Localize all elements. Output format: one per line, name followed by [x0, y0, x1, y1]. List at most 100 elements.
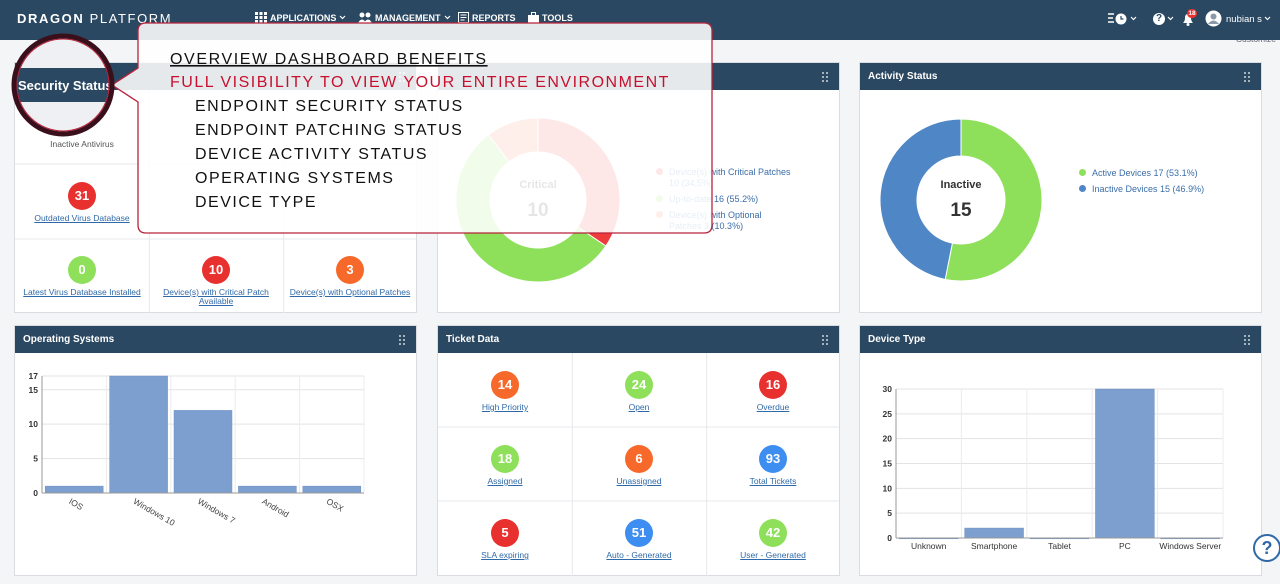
- widget-link[interactable]: Auto - Generated: [606, 550, 672, 560]
- handle-dot: [822, 72, 824, 74]
- widget-link[interactable]: Open: [628, 402, 650, 412]
- widget-link[interactable]: SLA expiring: [481, 550, 529, 560]
- legend: Active Devices 17 (53.1%) Inactive Device…: [1079, 168, 1239, 200]
- panel-title: Device Type: [868, 334, 926, 345]
- widget-link[interactable]: Assigned: [487, 476, 523, 486]
- handle-dot: [1244, 76, 1246, 78]
- handle-dot: [1248, 339, 1250, 341]
- handle-dot: [399, 343, 401, 345]
- handle-dot: [822, 343, 824, 345]
- widget-link[interactable]: User - Generated: [740, 550, 806, 560]
- handle-dot: [1248, 72, 1250, 74]
- drag-handle: [822, 72, 828, 82]
- widget-link[interactable]: Latest Virus Database Installed: [23, 287, 141, 297]
- y-tick-label: 10: [29, 419, 39, 429]
- handle-dot: [403, 339, 405, 341]
- legend-item: Up-to-date 16 (55.2%): [656, 194, 791, 205]
- help-button[interactable]: ?: [1253, 534, 1280, 562]
- count-badge: 93: [759, 445, 787, 473]
- count-badge: 3: [336, 256, 364, 284]
- legend-name: Device(s) with Critical Patches: [669, 167, 791, 177]
- donut-center-value: 15: [950, 200, 972, 221]
- handle-dot: [822, 335, 824, 337]
- donut-slice: [944, 118, 1043, 282]
- panel: Security Status Inactive Antivirus 31 Outda…: [14, 62, 417, 313]
- legend-value: 3 (10.3%): [704, 221, 744, 231]
- count-badge: 14: [491, 371, 519, 399]
- legend: Device(s) with Critical Patches 10 (34.5…: [656, 167, 791, 237]
- count-badge: 5: [491, 519, 519, 547]
- handle-dot: [403, 80, 405, 82]
- legend-dot: [1079, 169, 1086, 176]
- y-tick-label: 0: [33, 488, 38, 498]
- bar: [1095, 388, 1155, 539]
- donut-center-label: Critical: [519, 179, 556, 191]
- widget-link[interactable]: Device(s) with Critical Patch Available: [163, 287, 269, 306]
- handle-dot: [826, 335, 828, 337]
- y-tick-label: 15: [883, 459, 893, 469]
- panel-header: Device Type: [860, 326, 1261, 353]
- y-tick-label: 30: [883, 384, 893, 394]
- bar: [964, 527, 1024, 539]
- panel-header: [438, 63, 839, 90]
- count-badge: 31: [68, 182, 96, 210]
- widget-link[interactable]: Device(s) with Optional Patches: [289, 287, 411, 297]
- x-tick-label: Tablet: [1048, 541, 1071, 551]
- panel: Ticket Data 14 High Priority 24 Open 16 Overdu…: [437, 325, 840, 576]
- handle-dot: [399, 80, 401, 82]
- widget-link[interactable]: Total Tickets: [749, 476, 797, 486]
- handle-dot: [1248, 76, 1250, 78]
- tools-icon: [528, 12, 539, 23]
- handle-dot: [1244, 72, 1246, 74]
- x-tick-label: Unknown: [911, 541, 947, 551]
- brand-bold: DRAGON: [17, 11, 85, 26]
- x-tick-label: Windows Server: [1159, 541, 1221, 551]
- y-tick-label: 20: [883, 434, 893, 444]
- widget-link[interactable]: Unassigned: [616, 476, 662, 486]
- people-icon: [358, 12, 372, 23]
- handle-dot: [403, 335, 405, 337]
- handle-dot: [826, 72, 828, 74]
- legend-item: Device(s) with Critical Patches 10 (34.5…: [656, 167, 791, 189]
- avatar[interactable]: [1205, 10, 1222, 27]
- handle-dot: [1248, 80, 1250, 82]
- donut-center-value: 10: [527, 200, 548, 221]
- history-icon[interactable]: [1108, 12, 1140, 26]
- menu-label: APPLICATIONS: [270, 12, 337, 23]
- handle-dot: [1244, 343, 1246, 345]
- menu-tools[interactable]: TOOLS: [528, 12, 573, 23]
- legend-value: 16 (55.2%): [714, 194, 759, 204]
- brand-light: PLATFORM: [89, 11, 173, 26]
- menu-applications[interactable]: APPLICATIONS: [255, 12, 346, 23]
- legend-item: Inactive Devices 15 (46.9%): [1079, 184, 1239, 195]
- panel-title: Ticket Data: [446, 334, 500, 345]
- chevron: [444, 15, 450, 20]
- reports-icon: [458, 12, 469, 23]
- widget-link[interactable]: Outdated Virus Database: [34, 213, 130, 223]
- panel-header: Activity Status: [860, 63, 1261, 90]
- drag-handle: [399, 335, 405, 345]
- top-nav: DRAGON PLATFORM APPLICATIONS MANAGEMENT …: [0, 0, 1280, 40]
- panel-body: 0 5 10 15 20 25 30 Unknown Smartphone Tablet PC Win…: [883, 384, 1224, 551]
- y-tick-label: 5: [33, 454, 38, 464]
- widget-link[interactable]: High Priority: [481, 402, 529, 412]
- handle-dot: [403, 76, 405, 78]
- user-name[interactable]: nubian s: [1226, 14, 1262, 25]
- legend-value: 15 (46.9%): [1160, 184, 1205, 194]
- x-tick-label: Android: [260, 496, 291, 519]
- legend-dot: [656, 195, 663, 202]
- x-tick-label: PC: [1119, 541, 1131, 551]
- handle-dot: [826, 339, 828, 341]
- count-badge: 16: [759, 371, 787, 399]
- notification-badge: 18: [1187, 9, 1197, 18]
- legend-name: Up-to-date: [669, 194, 712, 204]
- handle-dot: [1248, 335, 1250, 337]
- handle-dot: [399, 76, 401, 78]
- widget-link[interactable]: Overdue: [756, 402, 790, 412]
- handle-dot: [399, 335, 401, 337]
- help-icon[interactable]: ?: [1153, 13, 1165, 25]
- menu-management[interactable]: MANAGEMENT: [358, 12, 451, 23]
- menu-reports[interactable]: REPORTS: [458, 12, 516, 23]
- legend-name: Active Devices: [1092, 168, 1152, 178]
